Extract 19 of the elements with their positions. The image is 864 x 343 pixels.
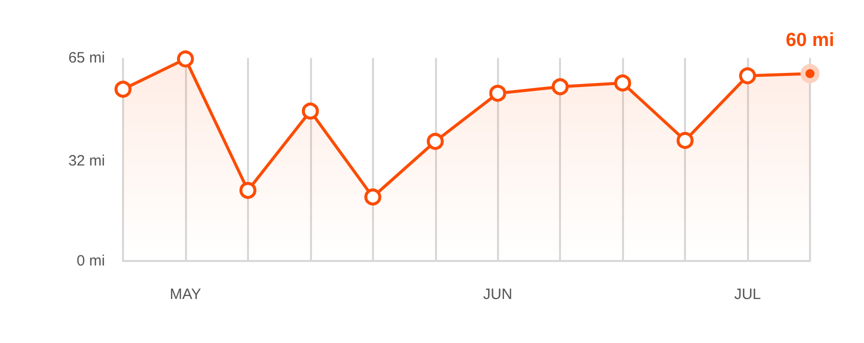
point bbox=[800, 64, 820, 84]
point bbox=[302, 102, 319, 120]
point bbox=[176, 50, 194, 68]
point bbox=[552, 78, 569, 96]
y-tick-label: 0 mi bbox=[76, 252, 105, 270]
point bbox=[614, 74, 632, 92]
y-tick-label: 65 mi bbox=[68, 50, 105, 66]
x-tick-label: JUN bbox=[483, 286, 512, 303]
x-tick-label: MAY bbox=[170, 286, 202, 303]
point bbox=[114, 80, 132, 98]
point bbox=[239, 182, 256, 199]
point bbox=[364, 188, 382, 206]
y-tick-label: 32 mi bbox=[68, 152, 105, 170]
point bbox=[739, 67, 756, 84]
point bbox=[676, 132, 694, 149]
point bbox=[489, 84, 506, 102]
x-tick-label: JUL bbox=[734, 286, 761, 303]
data-label: 60 mi bbox=[786, 30, 834, 52]
point bbox=[426, 132, 444, 150]
